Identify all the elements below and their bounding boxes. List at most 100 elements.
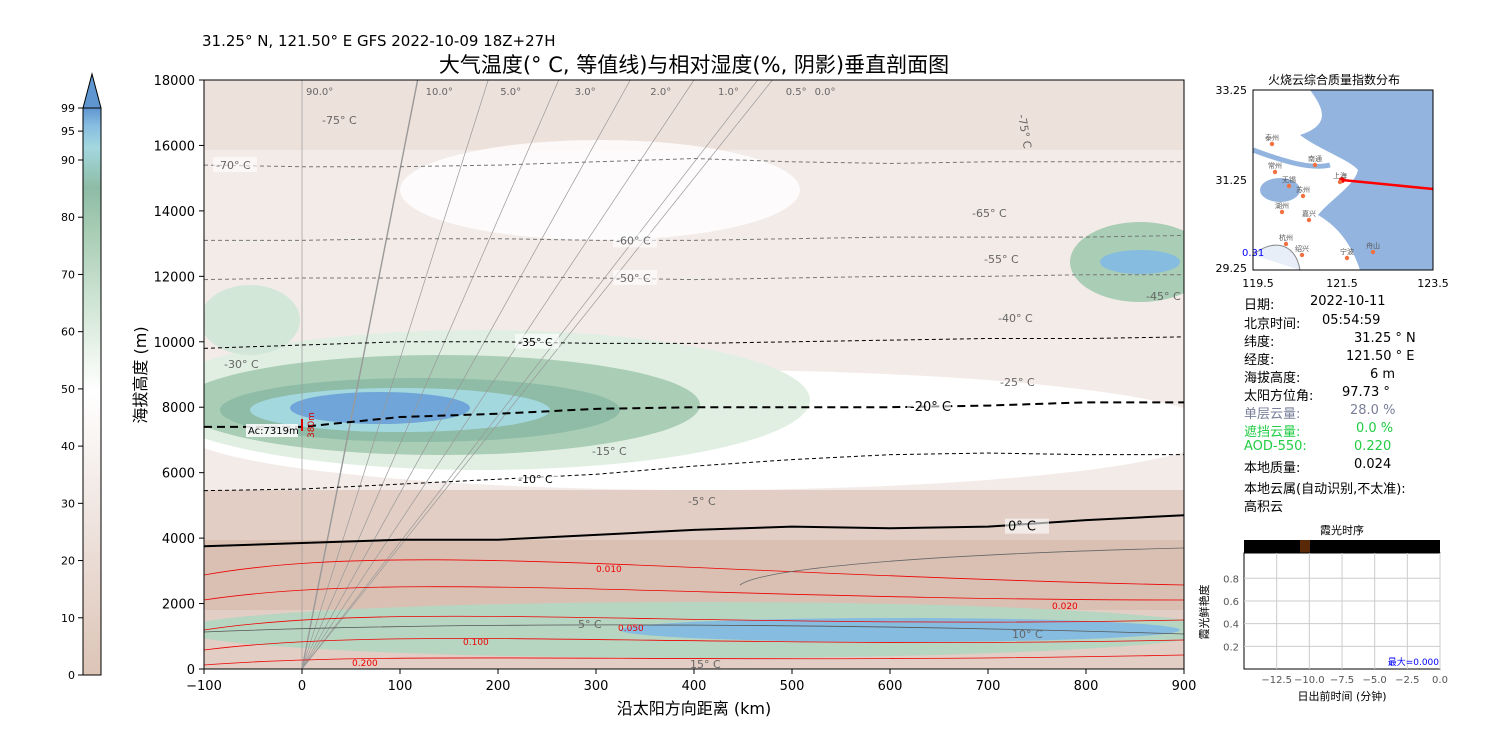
mixing-ratio-label: 0.010 (596, 565, 622, 575)
x-tick-label: 300 (584, 679, 609, 694)
subtitle: 31.25° N, 121.50° E GFS 2022-10-09 18Z+2… (202, 32, 555, 50)
isotherm-label: -60° C (616, 234, 651, 247)
rh-shading (400, 140, 800, 240)
rh-shading (204, 540, 1184, 610)
map-sea (1300, 90, 1433, 270)
solar-ray-label: 90.0° (306, 87, 333, 98)
isotherm-line (204, 336, 1184, 349)
info-cloud-cover: 单层云量: 28.0 % (1244, 403, 1396, 422)
x-tick-label: 100 (388, 679, 413, 694)
isotherm-line (204, 234, 1184, 241)
solar-ray-line (301, 80, 695, 669)
isotherm-label: -75° C (1015, 113, 1034, 150)
isotherm-label: -10° C (518, 473, 553, 486)
isotherm-line (204, 274, 1184, 281)
x-tick-label: 700 (976, 679, 1001, 694)
solar-ray-line (301, 80, 758, 669)
info-blocking-cloud: 遮挡云量: 0.0 % (1244, 421, 1394, 440)
solar-ray-label: 1.0° (718, 87, 739, 98)
cloud-thickness-label: 380m (307, 412, 317, 438)
x-axis-label: 沿太阳方向距离 (km) (617, 699, 771, 718)
rh-colorbar: 0 10 20 30 40 50 60 70 80 90 95 99 (61, 72, 102, 682)
solar-ray-line (301, 80, 489, 669)
x-tick-label: 200 (486, 679, 511, 694)
colorbar-tick-label: 20 (61, 555, 75, 568)
glow-color-strip-peak (1300, 540, 1310, 553)
rh-shading (620, 618, 1180, 642)
colorbar-tick-label: 70 (61, 268, 75, 281)
glow-x-tick: −2.5 (1395, 675, 1419, 686)
y-tick-label: 16000 (154, 139, 195, 154)
solar-ray-label: 2.0° (650, 87, 671, 98)
info-alt: 海拔高度: 6 m (1244, 367, 1396, 386)
x-tick-label: 500 (780, 679, 805, 694)
y-tick-label: 6000 (162, 467, 195, 482)
y-tick-label: 0 (187, 663, 195, 678)
city-marker (1300, 193, 1306, 199)
y-tick-label: 4000 (162, 532, 195, 547)
glow-y-tick: 0.2 (1223, 642, 1239, 653)
colorbar-tick-label: 80 (61, 211, 75, 224)
glow-title: 霞光时序 (1320, 523, 1364, 537)
city-marker (1272, 169, 1278, 175)
map-frame (1252, 89, 1434, 271)
glow-color-strip (1244, 540, 1440, 553)
glow-x-tick: −10.0 (1294, 675, 1325, 686)
solar-ray-label: 0.0° (815, 87, 836, 98)
map-ytick: 33.25 (1216, 84, 1248, 97)
chart-title: 大气温度(° C, 等值线)与相对湿度(%, 阴影)垂直剖面图 (439, 53, 949, 77)
mixing-ratio-lines (204, 547, 1184, 666)
city-marker (1283, 241, 1289, 247)
map-river (1252, 147, 1331, 169)
info-cloud-genus: 高积云 (1244, 500, 1284, 515)
y-tick-label: 12000 (154, 270, 195, 285)
solar-ray-label: 10.0° (426, 87, 453, 98)
glow-max-annotation: 最大=0.000 (1388, 656, 1440, 668)
isotherm-label: -75° C (322, 114, 357, 127)
rh-shading (204, 80, 1184, 150)
isotherm-label: 0° C (1008, 520, 1036, 535)
colorbar-extend-arrow (82, 72, 102, 109)
city-label: 舟山 (1366, 241, 1380, 250)
info-lat: 纬度: 31.25 ° N (1244, 331, 1416, 350)
x-tick-label: 800 (1074, 679, 1099, 694)
map-title: 火烧云综合质量指数分布 (1268, 72, 1400, 87)
y-tick-label: 10000 (154, 336, 195, 351)
solar-ray-line (301, 80, 419, 669)
solar-ray-label: 3.0° (575, 87, 596, 98)
isotherm-label: 5° C (578, 618, 602, 631)
isotherm-label: -50° C (616, 272, 651, 285)
isotherm-label: -35° C (518, 336, 553, 349)
isotherm-label: 15° C (690, 658, 721, 671)
info-azimuth: 太阳方位角: 97.73 ° (1244, 385, 1390, 404)
cloud-base-marker: Ac:7319m 380m (246, 412, 317, 438)
city-label: 南通 (1308, 154, 1322, 163)
x-tick-label: 0 (298, 679, 306, 694)
city-label: 泰州 (1265, 133, 1279, 142)
info-time: 北京时间: 05:54:59 (1244, 313, 1381, 332)
glow-x-tick: 0.0 (1432, 675, 1448, 686)
city-marker (1299, 252, 1305, 258)
city-label: 绍兴 (1295, 244, 1309, 253)
city-marker (1337, 179, 1343, 185)
cloud-base-label: Ac:7319m (248, 426, 299, 437)
isotherm-label: -15° C (592, 445, 627, 458)
map-xtick: 121.5 (1326, 277, 1358, 290)
y-tick-label: 18000 (154, 74, 195, 89)
isotherm-label: -40° C (998, 312, 1033, 325)
city-label: 常州 (1268, 161, 1282, 170)
glow-y-tick: 0.4 (1223, 620, 1239, 631)
x-tick-label: 400 (682, 679, 707, 694)
mixing-ratio-label: 0.200 (352, 659, 378, 669)
isotherm-label: -55° C (984, 253, 1019, 266)
colorbar-tick-label: 90 (61, 154, 75, 167)
glow-timeline-chart: 霞光时序 −12.5 −10.0 −7.5 −5.0 −2.5 0.0 0.2 0.4 0.6 0… (1197, 523, 1448, 703)
colorbar-tick-label: 50 (61, 383, 75, 396)
x-tick-label: −100 (186, 679, 222, 694)
map-lake (1260, 178, 1300, 202)
sun-direction-line (1341, 178, 1434, 191)
glow-x-tick: −5.0 (1363, 675, 1387, 686)
